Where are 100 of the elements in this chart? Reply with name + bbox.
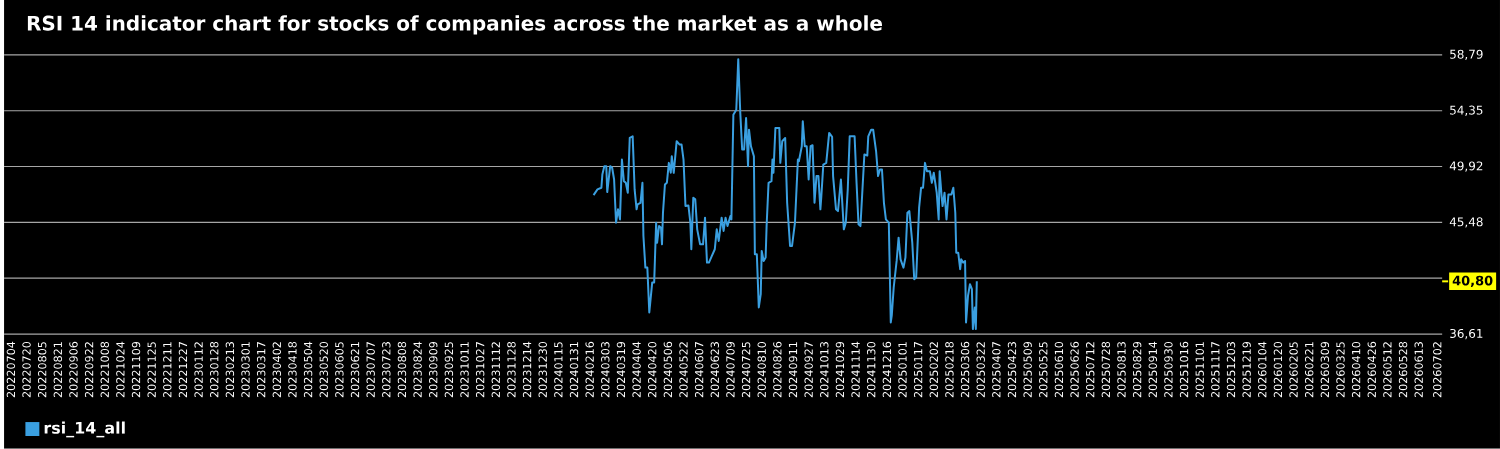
x-tick-label: 20241130 xyxy=(866,342,876,398)
x-tick-label: 20240319 xyxy=(616,342,626,398)
x-tick-label: 20240404 xyxy=(632,341,641,398)
x-tick-label: 20250202 xyxy=(929,342,939,398)
x-tick-label: 20251203 xyxy=(1226,342,1236,398)
x-tick-label: 20250525 xyxy=(1039,342,1048,398)
x-tick-label: 20240303 xyxy=(601,342,610,398)
x-tick-label: 20230520 xyxy=(319,342,328,398)
x-tick-label: 20251219 xyxy=(1242,342,1251,398)
x-tick-label: 20251117 xyxy=(1211,342,1220,398)
ref-line-label: 40,80 xyxy=(1452,275,1493,288)
x-tick-label: 20260325 xyxy=(1336,342,1345,398)
x-tick-label: 20220922 xyxy=(84,342,94,398)
x-tick-label: 20240115 xyxy=(554,342,563,398)
x-tick-label: 20240131 xyxy=(569,342,579,398)
x-tick-label: 20230402 xyxy=(272,342,282,398)
x-tick-label: 20260205 xyxy=(1289,342,1298,398)
x-tick-label: 20250117 xyxy=(913,342,923,398)
x-tick-label: 20240927 xyxy=(804,342,813,398)
x-tick-label: 20240911 xyxy=(788,342,798,398)
y-tick-label: 36,61 xyxy=(1450,329,1483,340)
x-tick-label: 20230301 xyxy=(241,342,250,398)
x-tick-label: 20221024 xyxy=(116,341,125,398)
x-tick-label: 20250829 xyxy=(1132,342,1142,398)
x-tick-label: 20250407 xyxy=(992,342,1001,398)
x-tick-label: 20250218 xyxy=(945,342,954,398)
x-tick-label: 20250306 xyxy=(960,341,970,398)
x-tick-label: 20240607 xyxy=(694,342,704,398)
x-tick-label: 20240725 xyxy=(741,342,751,398)
x-tick-label: 20220906 xyxy=(69,341,78,398)
x-tick-label: 20240810 xyxy=(757,342,766,398)
x-tick-label: 20260528 xyxy=(1398,342,1408,398)
x-tick-label: 20240709 xyxy=(726,342,735,398)
x-tick-label: 20221109 xyxy=(131,342,141,398)
chart-title: RSI 14 indicator chart for stocks of companies across the market as a whole xyxy=(27,15,882,35)
x-tick-label: 20231027 xyxy=(475,342,485,398)
x-tick-label: 20230317 xyxy=(256,342,266,398)
x-tick-label: 20221227 xyxy=(178,342,188,398)
x-tick-label: 20260104 xyxy=(1258,341,1267,398)
x-tick-label: 20260309 xyxy=(1320,342,1330,398)
x-tick-label: 20250322 xyxy=(976,342,985,398)
x-tick-label: 20260512 xyxy=(1383,342,1392,398)
x-tick-label: 20231230 xyxy=(538,342,547,398)
x-tick-label: 20251101 xyxy=(1195,342,1204,398)
x-tick-label: 20250813 xyxy=(1117,342,1126,398)
x-tick-label: 20250423 xyxy=(1007,342,1017,398)
x-tick-label: 20260410 xyxy=(1351,342,1361,398)
x-tick-label: 20230418 xyxy=(288,342,297,398)
x-tick-label: 20230707 xyxy=(366,342,375,398)
x-tick-label: 20240623 xyxy=(710,342,720,398)
y-tick-label: 45,48 xyxy=(1449,217,1483,228)
x-tick-label: 20220720 xyxy=(22,342,31,398)
x-tick-label: 20221125 xyxy=(147,342,156,398)
x-tick-label: 20231128 xyxy=(507,342,516,398)
x-tick-label: 20240216 xyxy=(585,341,594,398)
x-tick-label: 20250930 xyxy=(1164,342,1173,398)
x-tick-label: 20220704 xyxy=(6,341,16,398)
x-tick-label: 20260120 xyxy=(1273,342,1283,398)
x-tick-label: 20230213 xyxy=(225,342,235,398)
x-tick-label: 20230605 xyxy=(335,342,344,398)
x-tick-label: 20250509 xyxy=(1023,342,1032,398)
x-tick-label: 20230504 xyxy=(303,341,313,398)
x-tick-label: 20240826 xyxy=(773,341,782,398)
x-tick-label: 20250101 xyxy=(898,342,907,398)
x-tick-label: 20260613 xyxy=(1414,342,1423,398)
x-tick-label: 20241013 xyxy=(820,342,829,398)
x-tick-label: 20230925 xyxy=(444,342,454,398)
x-tick-label: 20240522 xyxy=(679,342,688,398)
y-tick-label: 49,92 xyxy=(1449,161,1483,172)
x-tick-label: 20220821 xyxy=(53,342,63,398)
x-tick-label: 20260702 xyxy=(1433,342,1442,398)
x-tick-label: 20241114 xyxy=(851,341,860,398)
x-tick-label: 20230909 xyxy=(429,342,438,398)
x-tick-label: 20240506 xyxy=(663,341,673,398)
x-tick-label: 20231112 xyxy=(491,342,501,398)
x-tick-label: 20250914 xyxy=(1148,341,1157,398)
x-tick-label: 20230808 xyxy=(397,342,407,398)
x-tick-label: 20230112 xyxy=(194,342,203,398)
x-tick-label: 20231011 xyxy=(460,342,469,398)
x-tick-label: 20260221 xyxy=(1304,342,1314,398)
x-tick-label: 20231214 xyxy=(522,341,532,398)
x-tick-label: 20230128 xyxy=(210,342,219,398)
y-tick-label: 58,79 xyxy=(1450,49,1483,61)
x-tick-label: 20221008 xyxy=(100,342,109,398)
x-tick-label: 20260426 xyxy=(1367,341,1376,398)
x-tick-label: 20230621 xyxy=(350,342,360,398)
x-tick-label: 20240420 xyxy=(648,342,657,398)
x-tick-label: 20250626 xyxy=(1070,341,1079,398)
x-tick-label: 20241029 xyxy=(835,342,845,398)
x-tick-label: 20230824 xyxy=(413,341,422,398)
x-tick-label: 20241216 xyxy=(882,341,892,398)
legend-label: rsi_14_all xyxy=(44,421,125,438)
x-tick-label: 20220805 xyxy=(37,342,47,398)
x-tick-label: 20250728 xyxy=(1101,342,1111,398)
y-tick-label: 54,35 xyxy=(1450,105,1483,117)
x-tick-label: 20250712 xyxy=(1085,342,1095,398)
x-tick-label: 20221211 xyxy=(163,342,172,398)
x-tick-label: 20250610 xyxy=(1054,342,1064,398)
x-tick-label: 20251016 xyxy=(1179,341,1189,398)
x-tick-label: 20230723 xyxy=(382,342,391,398)
